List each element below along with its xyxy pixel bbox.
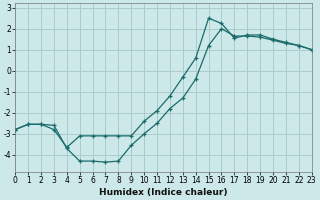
X-axis label: Humidex (Indice chaleur): Humidex (Indice chaleur) [99, 188, 228, 197]
